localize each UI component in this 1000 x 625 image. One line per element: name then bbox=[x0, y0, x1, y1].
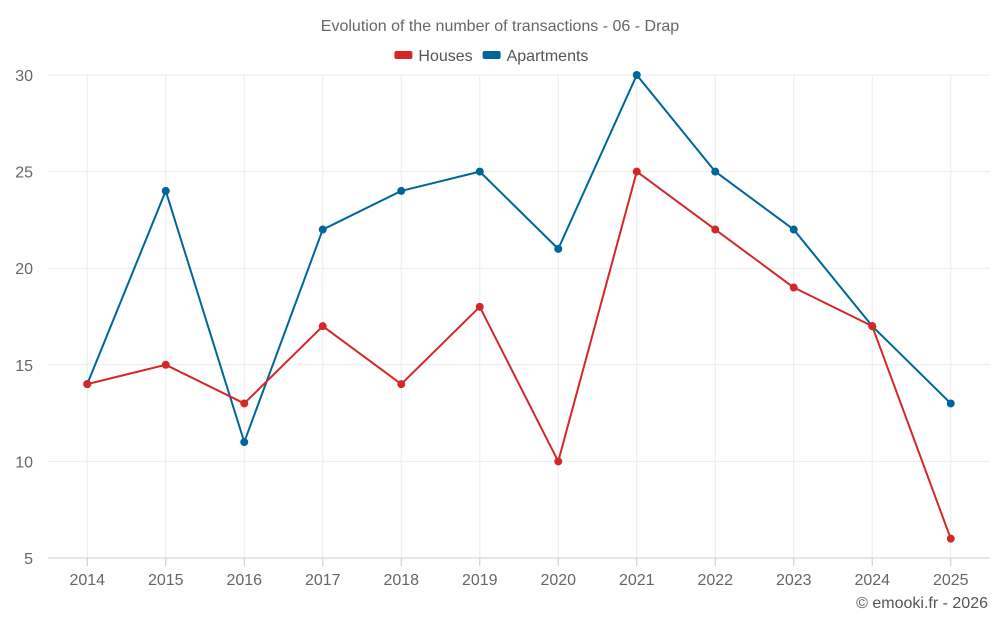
data-point-apartments bbox=[711, 167, 720, 176]
legend-item-houses: Houses bbox=[394, 48, 473, 65]
data-point-houses bbox=[161, 360, 170, 369]
y-tick-label: 30 bbox=[15, 68, 33, 85]
series-line-apartments bbox=[86, 74, 952, 444]
data-point-apartments bbox=[946, 399, 955, 408]
data-point-apartments bbox=[240, 438, 249, 447]
x-tick-label: 2020 bbox=[540, 572, 576, 589]
data-point-houses bbox=[318, 322, 327, 331]
data-point-apartments bbox=[554, 244, 563, 253]
data-point-houses bbox=[240, 399, 249, 408]
y-tick-label: 25 bbox=[15, 165, 33, 182]
series-layer bbox=[83, 71, 955, 543]
y-tick-label: 5 bbox=[24, 551, 33, 568]
legend-swatch-apartments bbox=[482, 51, 501, 59]
y-tick-label: 15 bbox=[15, 358, 33, 375]
data-point-houses bbox=[475, 302, 484, 311]
x-tick-label: 2024 bbox=[854, 572, 890, 589]
legend-label-apartments: Apartments bbox=[507, 48, 589, 65]
chart-title: Evolution of the number of transactions … bbox=[321, 18, 680, 35]
x-tick-label: 2017 bbox=[305, 572, 341, 589]
legend-swatch-houses bbox=[394, 51, 413, 59]
series-houses bbox=[83, 167, 955, 543]
x-tick-label: 2023 bbox=[776, 572, 812, 589]
data-point-houses bbox=[554, 457, 563, 466]
x-tick-label: 2016 bbox=[226, 572, 262, 589]
y-tick-label: 10 bbox=[15, 454, 33, 471]
credit-text: © emooki.fr - 2026 bbox=[856, 595, 988, 612]
data-point-houses bbox=[946, 534, 955, 543]
data-point-apartments bbox=[632, 71, 641, 79]
data-point-apartments bbox=[161, 186, 170, 195]
grid bbox=[48, 74, 990, 559]
x-axis: 2014 2015 2016 2017 2018 2019 2020 2021 2022 2023… bbox=[69, 558, 969, 589]
x-tick-label: 2022 bbox=[697, 572, 733, 589]
data-point-houses bbox=[711, 225, 720, 234]
data-point-apartments bbox=[318, 225, 327, 234]
data-point-houses bbox=[868, 322, 877, 331]
data-point-houses bbox=[83, 380, 92, 389]
data-point-apartments bbox=[475, 167, 484, 176]
data-point-houses bbox=[397, 380, 406, 389]
data-point-houses bbox=[632, 167, 641, 176]
data-point-houses bbox=[789, 283, 798, 292]
legend: Houses Apartments bbox=[394, 48, 588, 65]
series-apartments bbox=[83, 71, 955, 447]
series-line-houses bbox=[87, 170, 952, 540]
data-point-apartments bbox=[789, 225, 798, 234]
x-tick-label: 2021 bbox=[619, 572, 655, 589]
y-tick-label: 20 bbox=[15, 261, 33, 278]
legend-label-houses: Houses bbox=[418, 48, 472, 65]
x-tick-label: 2019 bbox=[462, 572, 498, 589]
y-axis: 5 10 15 20 25 30 bbox=[15, 68, 33, 568]
x-tick-label: 2018 bbox=[383, 572, 419, 589]
x-tick-label: 2014 bbox=[69, 572, 105, 589]
x-tick-label: 2025 bbox=[933, 572, 969, 589]
legend-item-apartments: Apartments bbox=[482, 48, 589, 65]
x-tick-label: 2015 bbox=[148, 572, 184, 589]
data-point-apartments bbox=[397, 186, 406, 195]
